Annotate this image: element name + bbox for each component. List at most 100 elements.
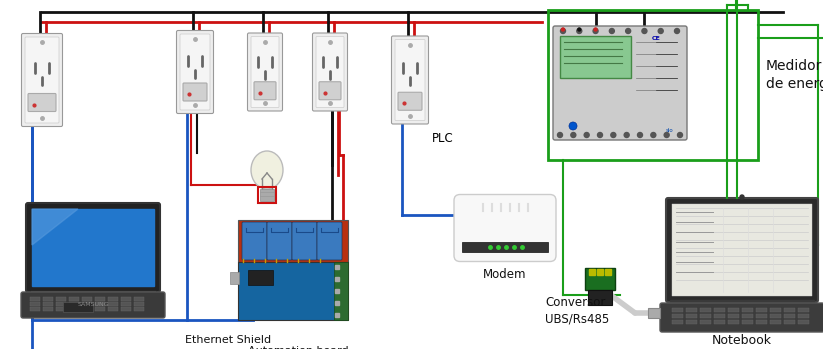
FancyBboxPatch shape <box>454 194 556 261</box>
Bar <box>121 302 131 306</box>
FancyBboxPatch shape <box>395 39 425 120</box>
Circle shape <box>577 29 582 34</box>
Circle shape <box>624 133 629 138</box>
Bar <box>108 302 118 306</box>
Bar <box>121 307 131 311</box>
Circle shape <box>569 122 577 130</box>
FancyBboxPatch shape <box>267 222 292 260</box>
FancyBboxPatch shape <box>666 198 818 302</box>
Bar <box>43 297 53 301</box>
Circle shape <box>625 29 630 34</box>
Text: SAMSUNG: SAMSUNG <box>77 303 109 307</box>
Bar <box>248 270 273 285</box>
FancyBboxPatch shape <box>251 37 279 107</box>
FancyBboxPatch shape <box>319 82 341 100</box>
Bar <box>672 320 683 324</box>
Bar <box>728 320 739 324</box>
FancyBboxPatch shape <box>254 82 276 100</box>
Text: slo: slo <box>666 127 674 133</box>
Bar <box>95 302 105 306</box>
Bar <box>30 297 40 301</box>
Bar <box>686 320 697 324</box>
Bar <box>82 307 92 311</box>
Bar <box>714 308 725 312</box>
Bar <box>95 307 105 311</box>
Bar <box>334 262 348 320</box>
FancyBboxPatch shape <box>183 83 207 101</box>
Bar <box>121 297 131 301</box>
FancyBboxPatch shape <box>21 292 165 318</box>
FancyBboxPatch shape <box>248 33 282 111</box>
Bar <box>258 187 276 203</box>
Text: Notebook: Notebook <box>712 334 772 347</box>
Text: Ethernet Shield: Ethernet Shield <box>185 335 271 345</box>
Bar <box>69 302 79 306</box>
Bar <box>260 189 274 201</box>
Bar <box>134 302 144 306</box>
Bar <box>30 290 156 294</box>
Bar <box>238 220 348 262</box>
Bar <box>742 314 753 318</box>
FancyBboxPatch shape <box>180 34 210 110</box>
Bar <box>672 314 683 318</box>
Bar <box>108 297 118 301</box>
Bar <box>134 307 144 311</box>
Bar <box>43 307 53 311</box>
Circle shape <box>593 29 598 34</box>
Circle shape <box>638 133 643 138</box>
Bar <box>648 308 660 318</box>
Bar <box>63 302 93 312</box>
Bar <box>742 308 753 312</box>
Text: Modem: Modem <box>483 267 527 281</box>
Circle shape <box>584 133 589 138</box>
FancyBboxPatch shape <box>398 92 422 110</box>
Circle shape <box>594 28 597 31</box>
FancyBboxPatch shape <box>317 222 342 260</box>
Bar <box>32 209 154 286</box>
Text: Conversor
UBS/Rs485: Conversor UBS/Rs485 <box>545 296 609 325</box>
FancyBboxPatch shape <box>392 36 429 124</box>
Text: PLC: PLC <box>432 133 453 146</box>
Circle shape <box>658 29 663 34</box>
FancyBboxPatch shape <box>660 303 823 332</box>
Bar <box>56 307 66 311</box>
Circle shape <box>578 28 581 31</box>
Bar <box>756 308 767 312</box>
Bar <box>560 36 631 78</box>
Bar <box>30 302 40 306</box>
Bar <box>585 268 615 290</box>
Bar <box>798 314 809 318</box>
Text: Medidor
de energia: Medidor de energia <box>766 59 823 91</box>
Circle shape <box>609 29 614 34</box>
Bar <box>56 302 66 306</box>
Bar <box>56 297 66 301</box>
Circle shape <box>611 133 616 138</box>
Bar <box>742 320 753 324</box>
FancyBboxPatch shape <box>176 30 213 113</box>
Bar <box>82 297 92 301</box>
Circle shape <box>675 29 680 34</box>
Circle shape <box>560 29 565 34</box>
Bar <box>770 314 781 318</box>
Bar <box>784 308 795 312</box>
Bar <box>670 300 814 305</box>
Ellipse shape <box>251 151 283 189</box>
FancyBboxPatch shape <box>313 33 347 111</box>
Circle shape <box>557 133 562 138</box>
Bar <box>714 314 725 318</box>
Bar <box>238 262 348 320</box>
FancyBboxPatch shape <box>316 37 344 107</box>
Bar <box>798 320 809 324</box>
Bar <box>108 307 118 311</box>
Bar <box>770 308 781 312</box>
Bar <box>714 320 725 324</box>
Bar <box>548 10 758 160</box>
Bar <box>43 302 53 306</box>
Bar <box>672 308 683 312</box>
Bar <box>672 204 812 296</box>
FancyBboxPatch shape <box>25 37 59 123</box>
Bar <box>95 297 105 301</box>
Circle shape <box>597 133 602 138</box>
Circle shape <box>571 133 576 138</box>
Bar <box>728 308 739 312</box>
